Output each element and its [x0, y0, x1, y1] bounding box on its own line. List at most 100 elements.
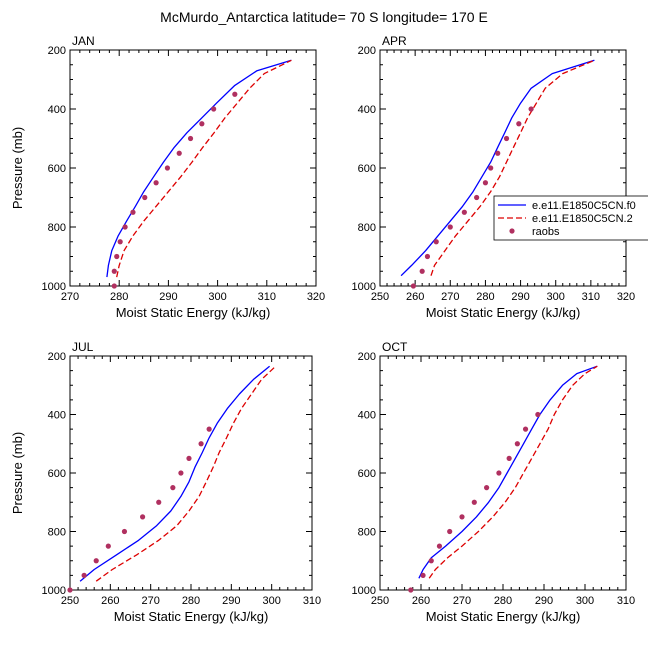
x-tick-label: 280 [110, 291, 128, 303]
raobs-point [114, 253, 120, 260]
raobs-point [121, 528, 128, 535]
raobs-point [433, 239, 439, 245]
raobs-point [495, 150, 501, 156]
y-tick-label: 400 [48, 104, 66, 116]
legend-label: raobs [532, 226, 560, 238]
x-tick-label: 250 [61, 595, 79, 607]
series-line-f0 [418, 365, 598, 579]
y-tick-label: 600 [358, 468, 376, 480]
y-tick-label: 400 [48, 410, 66, 422]
raobs-point [436, 543, 443, 549]
x-tick-label: 280 [476, 291, 494, 303]
x-axis-title: Moist Static Energy (kJ/kg) [114, 609, 269, 624]
x-tick-label: 300 [547, 291, 565, 303]
x-tick-label: 300 [208, 291, 226, 303]
x-tick-label: 260 [406, 291, 424, 303]
x-tick-label: 270 [141, 595, 159, 607]
raobs-point [111, 268, 117, 274]
y-tick-label: 800 [48, 527, 66, 539]
raobs-point [198, 441, 204, 447]
raobs-point [419, 268, 425, 274]
x-axis-title: Moist Static Energy (kJ/kg) [426, 609, 581, 624]
y-tick-label: 1000 [352, 281, 376, 293]
raobs-point [178, 470, 184, 476]
raobs-point [170, 485, 176, 491]
x-tick-label: 310 [303, 595, 321, 607]
x-tick-label: 310 [617, 595, 635, 607]
plot-frame [69, 355, 313, 591]
x-tick-label: 300 [262, 595, 280, 607]
raobs-point [142, 194, 148, 201]
x-tick-label: 290 [159, 291, 177, 303]
y-tick-label: 800 [48, 222, 66, 234]
x-tick-label: 310 [258, 291, 276, 303]
raobs-point [522, 426, 529, 432]
legend-label: e.e11.E1850C5CN.2 [532, 213, 633, 225]
panel-label: APR [382, 34, 407, 48]
x-axis-title: Moist Static Energy (kJ/kg) [426, 305, 581, 320]
panel-jul: JUL 250 260 270 280 290 300 310 200 400 600 800 1000… [10, 340, 321, 624]
y-tick-label: 600 [48, 163, 66, 175]
raobs-point [211, 106, 217, 112]
series-line-2 [116, 59, 292, 278]
plot-frame [69, 49, 317, 287]
raobs-point [81, 572, 87, 578]
x-tick-label: 290 [222, 595, 240, 607]
y-axis-title: Pressure (mb) [10, 432, 25, 514]
raobs-point [410, 283, 416, 289]
raobs-point [153, 180, 159, 186]
x-tick-label: 280 [182, 595, 200, 607]
x-axis-title: Moist Static Energy (kJ/kg) [116, 305, 271, 320]
y-tick-label: 400 [358, 410, 376, 422]
raobs-point [140, 514, 146, 520]
y-tick-label: 200 [48, 351, 66, 363]
raobs-point [232, 91, 238, 97]
raobs-point [117, 239, 123, 245]
raobs-point [482, 180, 489, 186]
x-tick-label: 300 [576, 595, 594, 607]
x-tick-label: 260 [101, 595, 119, 607]
raobs-point [187, 135, 194, 142]
x-tick-label: 270 [61, 291, 79, 303]
y-tick-label: 800 [358, 222, 376, 234]
raobs-point [535, 411, 541, 418]
x-tick-label: 270 [441, 291, 459, 303]
raobs-point [528, 106, 534, 112]
raobs-point [176, 150, 182, 156]
y-tick-label: 1000 [352, 585, 376, 597]
x-tick-label: 270 [453, 595, 471, 607]
panel-label: OCT [382, 340, 408, 354]
y-tick-label: 200 [358, 351, 376, 363]
series-line-f0 [79, 365, 271, 582]
raobs-point [488, 165, 494, 171]
raobs-point [447, 224, 453, 230]
panel-label: JUL [72, 340, 94, 354]
x-tick-label: 290 [535, 595, 553, 607]
raobs-point [514, 441, 520, 447]
series-line-2 [95, 365, 277, 582]
y-tick-label: 1000 [42, 585, 66, 597]
raobs-point [164, 165, 171, 171]
x-tick-label: 280 [494, 595, 512, 607]
raobs-point [424, 253, 431, 260]
x-tick-label: 250 [371, 595, 389, 607]
plot-frame [379, 355, 627, 591]
y-tick-label: 400 [358, 104, 376, 116]
raobs-point [420, 572, 426, 578]
raobs-point [93, 558, 99, 564]
panel-apr: APR 250 260 270 280 290 300 310 320 200 400 600 800 1… [352, 34, 636, 320]
raobs-point [459, 514, 465, 520]
raobs-point [105, 543, 111, 549]
raobs-point [461, 209, 467, 215]
x-tick-label: 290 [511, 291, 529, 303]
raobs-point [516, 121, 522, 127]
panel-label: JAN [72, 34, 95, 48]
series-line-f0 [106, 59, 292, 278]
x-tick-label: 320 [307, 291, 325, 303]
series-line-f0 [400, 59, 595, 277]
x-tick-label: 320 [617, 291, 635, 303]
raobs-point [496, 470, 502, 476]
raobs-point [67, 587, 73, 593]
